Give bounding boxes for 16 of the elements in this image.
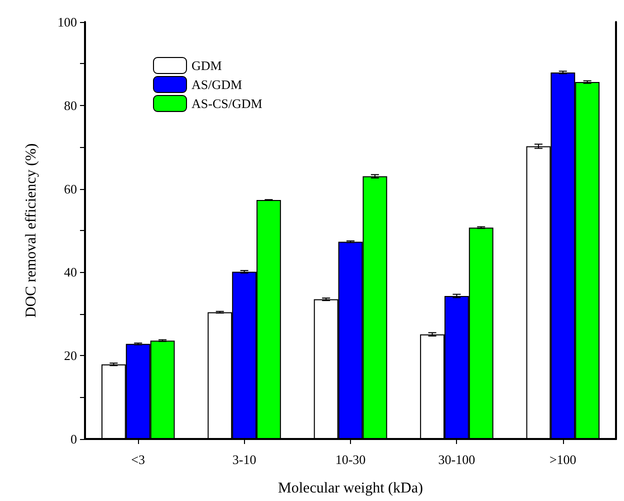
y-tick-label: 60 (64, 181, 77, 196)
legend-label: AS/GDM (192, 77, 243, 92)
x-tick-label: 10-30 (335, 452, 366, 467)
x-axis-title: Molecular weight (kDa) (278, 480, 423, 496)
legend-label: AS-CS/GDM (192, 96, 263, 111)
x-tick-label: 3-10 (232, 452, 256, 467)
x-tick-label: >100 (549, 452, 576, 467)
y-tick-label: 40 (64, 264, 77, 280)
x-tick-label: 30-100 (438, 452, 476, 467)
legend-label: GDM (192, 58, 222, 73)
y-tick-label: 80 (64, 98, 77, 113)
y-tick-label: 100 (58, 14, 77, 30)
y-tick-label: 20 (64, 348, 77, 364)
x-tick-label: <3 (131, 452, 146, 467)
y-axis-title: DOC removal efficiency (%) (24, 143, 40, 318)
y-tick-label: 0 (70, 432, 77, 446)
